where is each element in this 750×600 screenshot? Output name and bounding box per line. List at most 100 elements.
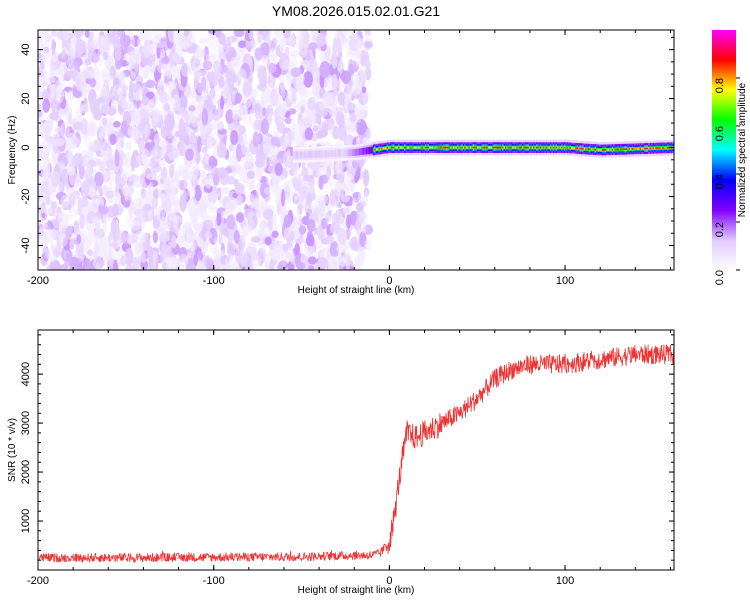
spectrogram-cell [222, 82, 230, 99]
spectrogram-cell [345, 255, 350, 270]
spectrogram-cell [651, 147, 653, 150]
spectrogram-cell [652, 147, 655, 150]
spectrogram-cell [239, 249, 248, 268]
spectrogram-cell [259, 220, 267, 232]
spectrogram-cell [112, 203, 119, 217]
spectrogram-cell [295, 81, 302, 94]
spectrogram-cell [111, 240, 120, 250]
spectrogram-cell [306, 218, 316, 232]
spectrogram-cell [565, 146, 567, 149]
spectrogram-cell [153, 133, 161, 146]
spectrogram-cell [503, 146, 506, 149]
spectrogram-cell [269, 259, 275, 270]
spectrogram-cell [365, 59, 371, 70]
spectrogram-cell [335, 158, 343, 173]
spectrogram-cell [212, 62, 222, 74]
spectrogram-cell [51, 170, 60, 187]
spectrogram-cell [572, 147, 575, 149]
spectrogram-cell [209, 88, 216, 99]
spectrogram-cell [621, 148, 624, 151]
spectrogram-cell [362, 169, 370, 187]
spectrogram-cell [386, 147, 389, 149]
spectrogram-cell [80, 150, 89, 159]
spectrogram-cell [548, 146, 551, 149]
spectrogram-cell [371, 146, 374, 154]
spectrogram-cell [132, 176, 143, 188]
spectrogram-cell [571, 147, 573, 149]
spectrogram-cell [184, 169, 189, 183]
spectrogram-cell [457, 146, 459, 149]
spectrogram-cell [344, 149, 347, 157]
spectrogram-cell [189, 242, 196, 252]
spectrogram-cell [331, 51, 338, 69]
spectrogram-cell [202, 93, 208, 102]
spectrogram-cell [231, 108, 240, 121]
spectrogram-cell [205, 53, 211, 63]
spectrogram-cell [298, 151, 300, 159]
spectrogram-cell [617, 148, 619, 151]
spectrogram-cell [97, 48, 104, 66]
spectrogram-cell [603, 149, 605, 151]
spectrogram-cell [179, 194, 187, 212]
spectrogram-cell [179, 41, 190, 50]
spectrogram-cell [62, 30, 69, 41]
spectrogram-cell [87, 201, 97, 213]
spectrogram-cell [510, 146, 513, 149]
spectrogram-cell [102, 117, 108, 126]
spectrogram-cell [520, 146, 522, 149]
spectrogram-cell [347, 44, 355, 58]
spectrogram-cell [304, 151, 306, 159]
spectrogram-cell [306, 151, 309, 159]
snr-x-ticks: -200 -100 0 100 [27, 330, 671, 587]
spectrogram-cell [92, 216, 101, 230]
spectrogram-cell [216, 142, 227, 159]
spectrogram-cell [326, 150, 329, 158]
spectrogram-cell [225, 109, 234, 124]
spectrogram-cell [578, 147, 580, 150]
spectrogram-cell [99, 159, 107, 170]
spectrogram-cell [295, 208, 301, 227]
spectrogram-cell [48, 102, 58, 109]
spectrogram-cell [208, 155, 217, 168]
spectrogram-cell [263, 208, 274, 220]
spectrogram-cell [270, 147, 277, 162]
spectrogram-cell [242, 80, 253, 97]
spectrogram-cell [80, 161, 89, 168]
spectrogram-cell [295, 151, 298, 159]
spectrogram-cell [453, 146, 455, 149]
spectrogram-cell [372, 149, 375, 151]
spectrogram-cell [51, 244, 59, 252]
spectrogram-cell [119, 33, 125, 48]
spectrogram-cell [524, 146, 527, 149]
spectrogram-cell [582, 147, 584, 150]
spectrogram-cell [312, 32, 317, 44]
spectrogram-cell [430, 146, 433, 149]
spectrogram-cell [251, 250, 257, 258]
spectrogram-cell [224, 256, 229, 270]
spectrogram-cell [51, 39, 56, 56]
spectrogram-cell [233, 229, 240, 244]
spectrogram-cell [337, 227, 347, 245]
spectrogram-cell [255, 150, 264, 167]
spectrogram-cell [360, 219, 367, 234]
spectrogram-cell [490, 146, 493, 149]
spectrogram-cell [632, 148, 635, 150]
spectrogram-cell [124, 264, 135, 270]
spectrogram-cell [429, 146, 431, 149]
spectrogram-cell [59, 107, 66, 117]
spectrogram-cell [419, 146, 421, 149]
spectrogram-cell [286, 88, 297, 103]
spectrogram-cell [199, 37, 209, 45]
spectrogram-cell [384, 147, 386, 150]
spectrogram-cell [329, 241, 339, 258]
spectrogram-cell [642, 147, 645, 150]
spectrogram-cell [38, 204, 47, 214]
spectrogram-cell [225, 36, 232, 54]
spectrogram-cell [355, 216, 360, 235]
spectrogram-cell [157, 30, 165, 37]
spectrogram-cell [225, 67, 236, 86]
spectrogram-cell [172, 65, 183, 82]
spectrogram-cell [290, 221, 299, 233]
spectrogram-cell [38, 110, 43, 118]
spectrogram-cell [101, 184, 109, 193]
